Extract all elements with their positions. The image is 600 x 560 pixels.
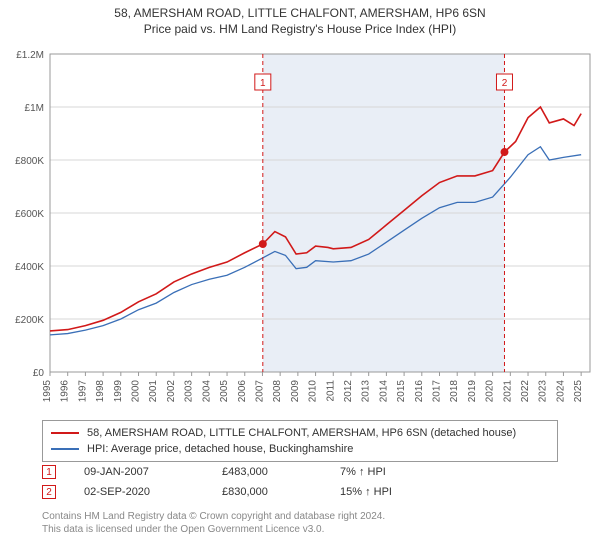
svg-text:2010: 2010 bbox=[308, 380, 319, 403]
svg-text:2009: 2009 bbox=[290, 380, 301, 403]
sale-delta: 15% ↑ HPI bbox=[340, 486, 430, 498]
title-block: 58, AMERSHAM ROAD, LITTLE CHALFONT, AMER… bbox=[0, 0, 600, 38]
svg-text:2000: 2000 bbox=[131, 380, 142, 403]
chart-container: 58, AMERSHAM ROAD, LITTLE CHALFONT, AMER… bbox=[0, 0, 600, 560]
svg-text:2001: 2001 bbox=[148, 380, 159, 403]
svg-text:£1M: £1M bbox=[25, 103, 44, 114]
svg-text:2013: 2013 bbox=[361, 380, 372, 403]
svg-text:£800K: £800K bbox=[15, 156, 44, 167]
svg-text:2015: 2015 bbox=[396, 380, 407, 403]
svg-text:1998: 1998 bbox=[95, 380, 106, 403]
sales-table: 1 09-JAN-2007 £483,000 7% ↑ HPI 2 02-SEP-2020… bbox=[42, 462, 558, 502]
svg-text:2002: 2002 bbox=[166, 380, 177, 403]
footer-line-2: This data is licensed under the Open Gov… bbox=[42, 523, 558, 536]
sale-row: 1 09-JAN-2007 £483,000 7% ↑ HPI bbox=[42, 462, 558, 482]
legend: 58, AMERSHAM ROAD, LITTLE CHALFONT, AMER… bbox=[42, 420, 558, 462]
sale-price: £483,000 bbox=[222, 466, 312, 478]
svg-text:1995: 1995 bbox=[42, 380, 53, 403]
svg-text:1996: 1996 bbox=[60, 380, 71, 403]
sale-row: 2 02-SEP-2020 £830,000 15% ↑ HPI bbox=[42, 482, 558, 502]
line-chart: £0 £200K £400K £600K £800K £1M £1.2M 1995 1996 19… bbox=[0, 44, 600, 414]
svg-text:2025: 2025 bbox=[573, 380, 584, 403]
svg-text:2017: 2017 bbox=[432, 380, 443, 403]
svg-text:2019: 2019 bbox=[467, 380, 478, 403]
svg-text:2016: 2016 bbox=[414, 380, 425, 403]
svg-text:2008: 2008 bbox=[272, 380, 283, 403]
sale-marker: 2 bbox=[42, 485, 56, 499]
footer-line-1: Contains HM Land Registry data © Crown c… bbox=[42, 510, 558, 523]
svg-text:1999: 1999 bbox=[113, 380, 124, 403]
svg-text:2007: 2007 bbox=[254, 380, 265, 403]
sale-delta: 7% ↑ HPI bbox=[340, 466, 430, 478]
svg-text:1: 1 bbox=[260, 78, 266, 89]
svg-text:£400K: £400K bbox=[15, 262, 44, 273]
svg-text:2004: 2004 bbox=[201, 380, 212, 403]
legend-label: 58, AMERSHAM ROAD, LITTLE CHALFONT, AMER… bbox=[87, 427, 516, 439]
svg-text:2022: 2022 bbox=[520, 380, 531, 403]
svg-text:£600K: £600K bbox=[15, 209, 44, 220]
svg-text:2024: 2024 bbox=[555, 380, 566, 403]
svg-text:2020: 2020 bbox=[485, 380, 496, 403]
footer-attribution: Contains HM Land Registry data © Crown c… bbox=[42, 510, 558, 536]
svg-text:2006: 2006 bbox=[237, 380, 248, 403]
svg-text:2014: 2014 bbox=[378, 380, 389, 403]
svg-text:2005: 2005 bbox=[219, 380, 230, 403]
svg-text:2023: 2023 bbox=[538, 380, 549, 403]
svg-text:£200K: £200K bbox=[15, 315, 44, 326]
sale-price: £830,000 bbox=[222, 486, 312, 498]
svg-text:2003: 2003 bbox=[184, 380, 195, 403]
svg-text:£0: £0 bbox=[33, 368, 45, 379]
svg-text:2021: 2021 bbox=[502, 380, 513, 403]
svg-text:£1.2M: £1.2M bbox=[16, 50, 44, 61]
svg-text:2011: 2011 bbox=[325, 380, 336, 402]
svg-text:1997: 1997 bbox=[77, 380, 88, 403]
sale-date: 02-SEP-2020 bbox=[84, 486, 194, 498]
legend-item: 58, AMERSHAM ROAD, LITTLE CHALFONT, AMER… bbox=[51, 425, 549, 441]
svg-text:2: 2 bbox=[502, 78, 508, 89]
chart-title: 58, AMERSHAM ROAD, LITTLE CHALFONT, AMER… bbox=[10, 6, 590, 20]
legend-item: HPI: Average price, detached house, Buck… bbox=[51, 441, 549, 457]
legend-label: HPI: Average price, detached house, Buck… bbox=[87, 443, 353, 455]
svg-text:2018: 2018 bbox=[449, 380, 460, 403]
sale-date: 09-JAN-2007 bbox=[84, 466, 194, 478]
sale-marker: 1 bbox=[42, 465, 56, 479]
legend-swatch bbox=[51, 448, 79, 450]
svg-text:2012: 2012 bbox=[343, 380, 354, 403]
legend-swatch bbox=[51, 432, 79, 434]
chart-subtitle: Price paid vs. HM Land Registry's House … bbox=[10, 22, 590, 36]
